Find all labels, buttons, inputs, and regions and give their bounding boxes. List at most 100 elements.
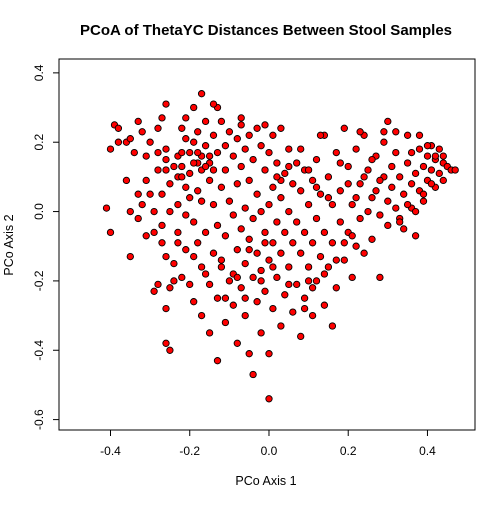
data-point: [265, 148, 273, 157]
data-point: [316, 190, 325, 198]
data-point: [273, 273, 281, 282]
data-point: [400, 225, 408, 233]
data-point: [285, 162, 293, 171]
data-point: [332, 256, 340, 264]
data-point: [182, 135, 190, 143]
data-point: [300, 294, 309, 302]
data-point: [213, 357, 222, 365]
data-point: [233, 339, 241, 347]
data-point: [201, 270, 210, 278]
data-point: [364, 207, 372, 216]
data-point: [265, 395, 273, 403]
data-point: [241, 311, 249, 320]
data-point: [178, 148, 186, 157]
data-point: [324, 263, 333, 271]
data-point: [245, 246, 253, 254]
data-point: [158, 190, 166, 198]
data-point: [285, 280, 293, 289]
data-point: [403, 159, 412, 167]
data-point: [269, 239, 277, 247]
data-point: [273, 173, 281, 181]
data-point: [134, 117, 142, 126]
data-point: [261, 166, 269, 174]
data-point: [269, 131, 277, 139]
data-point: [336, 218, 344, 226]
data-point: [277, 194, 285, 202]
data-point: [320, 270, 329, 278]
y-tick-label: 0.0: [32, 203, 46, 220]
data-point: [126, 252, 134, 261]
data-point: [384, 117, 392, 126]
y-tick-label: -0.2: [32, 270, 46, 291]
data-point: [344, 162, 352, 171]
data-point: [360, 249, 368, 257]
data-point: [142, 152, 150, 160]
data-point: [336, 159, 344, 167]
data-point: [174, 200, 182, 209]
data-point: [166, 207, 174, 216]
data-point: [388, 183, 396, 191]
data-point: [316, 131, 325, 139]
data-point: [233, 273, 241, 282]
data-point: [154, 148, 162, 157]
data-point: [170, 277, 178, 285]
data-point: [304, 200, 313, 209]
data-point: [170, 162, 178, 171]
data-point: [300, 304, 309, 313]
data-point: [423, 152, 432, 160]
data-point: [427, 166, 436, 174]
data-point: [245, 176, 253, 185]
data-point: [368, 235, 376, 243]
data-point: [257, 142, 265, 150]
data-point: [154, 280, 162, 289]
data-point: [162, 339, 170, 347]
data-point: [213, 148, 222, 157]
data-point: [423, 142, 432, 150]
data-point: [142, 176, 150, 185]
data-point: [225, 277, 234, 285]
data-point: [312, 183, 321, 191]
data-point: [221, 318, 230, 327]
data-point: [138, 200, 146, 209]
data-point: [150, 207, 158, 216]
data-point: [419, 190, 428, 198]
data-point: [162, 304, 170, 313]
data-point: [348, 273, 356, 282]
data-point: [245, 350, 253, 358]
y-tick-label: 0.4: [32, 64, 46, 81]
data-point: [328, 322, 337, 330]
data-point: [316, 252, 325, 261]
data-point: [225, 128, 234, 136]
data-point: [102, 204, 111, 212]
data-point: [162, 155, 170, 164]
data-point: [233, 180, 241, 188]
data-point: [265, 350, 273, 358]
data-point: [154, 124, 162, 132]
data-point: [352, 242, 360, 250]
data-point: [407, 148, 416, 157]
data-point: [392, 128, 400, 136]
data-point: [277, 124, 285, 132]
data-point: [190, 103, 198, 112]
data-point: [257, 329, 265, 337]
data-point: [170, 259, 178, 268]
data-point: [174, 228, 182, 237]
data-point: [396, 218, 404, 226]
data-point: [146, 138, 154, 146]
data-point: [241, 204, 249, 212]
data-point: [205, 329, 214, 337]
data-point: [241, 259, 249, 268]
data-point: [285, 263, 293, 271]
y-axis: -0.6 -0.4 -0.2 0.0 0.2 0.4: [32, 64, 60, 430]
data-point: [154, 166, 162, 174]
data-point: [415, 145, 424, 153]
data-point: [114, 138, 123, 146]
data-point: [186, 169, 194, 178]
data-point: [435, 169, 443, 178]
data-point: [308, 284, 317, 292]
data-point: [388, 162, 396, 171]
data-point: [233, 135, 241, 143]
data-point: [332, 284, 340, 292]
data-point: [162, 166, 170, 174]
